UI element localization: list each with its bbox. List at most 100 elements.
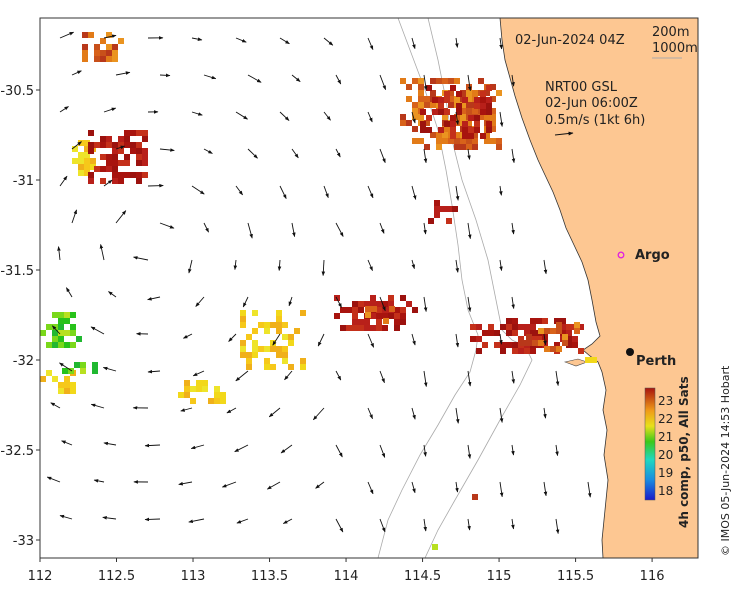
current-arrow xyxy=(411,259,416,270)
current-arrow xyxy=(455,111,460,126)
current-arrow xyxy=(499,481,504,498)
perth-marker xyxy=(626,348,634,356)
current-arrow xyxy=(182,333,193,339)
current-arrow xyxy=(587,481,592,498)
current-arrow xyxy=(555,518,560,535)
current-arrow xyxy=(195,296,205,307)
x-tick-label: 112.5 xyxy=(98,569,135,584)
current-arrow xyxy=(379,222,385,234)
current-arrow xyxy=(555,444,559,457)
current-arrow xyxy=(335,444,343,458)
current-arrow xyxy=(235,111,248,120)
current-arrow xyxy=(423,296,428,312)
colorbar xyxy=(644,387,656,501)
current-arrow xyxy=(335,222,344,237)
current-arrow xyxy=(511,296,515,310)
current-arrow xyxy=(511,370,516,384)
current-arrow xyxy=(467,148,471,160)
current-arrow xyxy=(467,296,472,312)
x-tick-label: 114 xyxy=(334,569,359,584)
current-arrow xyxy=(499,407,504,423)
current-arrow xyxy=(367,37,374,51)
current-arrow xyxy=(543,333,547,346)
current-arrow xyxy=(543,407,547,419)
colorbar-tick-20: 20 xyxy=(658,448,673,462)
current-arrow xyxy=(499,259,503,272)
y-tick-label: -30.5 xyxy=(0,84,34,99)
current-arrow xyxy=(103,441,117,446)
current-arrow xyxy=(411,481,416,494)
current-arrow xyxy=(233,259,238,271)
current-arrow xyxy=(159,148,175,152)
current-arrow xyxy=(367,111,373,123)
y-tick-label: -32 xyxy=(13,354,34,369)
current-arrow xyxy=(367,333,375,348)
current-arrow xyxy=(367,259,373,272)
current-arrow xyxy=(46,476,61,483)
current-arrow xyxy=(411,407,416,420)
current-arrow xyxy=(159,73,171,78)
current-arrow xyxy=(144,443,161,448)
current-arrow xyxy=(282,518,293,524)
credit-text: © IMOS 05-Jun-2024 14:53 Hobart xyxy=(719,365,732,556)
current-arrow xyxy=(247,148,258,159)
colorbar-tick-18: 18 xyxy=(658,484,673,498)
current-arrow xyxy=(133,256,149,261)
current-arrow xyxy=(379,444,386,458)
isobath-label-1000: 1000m xyxy=(652,41,698,56)
y-tick-label: -32.5 xyxy=(0,444,34,459)
current-arrow xyxy=(51,325,61,335)
current-arrow xyxy=(50,402,61,409)
current-arrow xyxy=(102,516,117,520)
current-arrow xyxy=(335,74,342,85)
current-arrow xyxy=(423,74,428,91)
current-arrow xyxy=(284,370,293,381)
current-arrow xyxy=(411,111,416,124)
y-tick-label: -33 xyxy=(13,534,34,549)
current-arrow xyxy=(321,259,326,277)
date-label: 02-Jun-2024 04Z xyxy=(515,33,625,48)
current-arrow xyxy=(335,148,341,158)
current-arrow xyxy=(315,481,325,489)
current-arrow xyxy=(411,37,416,50)
current-arrow xyxy=(71,70,82,76)
current-arrow xyxy=(159,222,175,229)
current-arrow xyxy=(511,148,516,164)
coastline xyxy=(499,18,609,558)
current-arrow xyxy=(423,518,427,532)
current-arrow xyxy=(279,111,290,121)
current-arrow xyxy=(379,74,387,91)
x-tick-label: 115 xyxy=(487,569,512,584)
current-scale-arrow xyxy=(554,131,574,136)
current-arrow xyxy=(102,366,117,372)
current-arrow xyxy=(499,333,503,345)
current-arrow xyxy=(499,37,503,50)
plot-frame xyxy=(39,17,699,559)
current-arrow xyxy=(221,481,237,488)
x-tick-label: 113.5 xyxy=(251,569,288,584)
current-arrow xyxy=(192,370,205,377)
current-arrow xyxy=(467,222,472,240)
current-arrow xyxy=(467,74,472,92)
current-arrow xyxy=(115,145,126,150)
current-arrow xyxy=(188,518,205,524)
current-arrow xyxy=(367,481,374,495)
x-tick-label: 114.5 xyxy=(404,569,441,584)
current-arrow xyxy=(191,37,203,41)
current-arrow xyxy=(288,296,293,307)
current-arrow xyxy=(108,291,117,298)
current-arrow xyxy=(90,326,105,335)
current-arrow xyxy=(242,296,249,308)
current-arrow xyxy=(423,222,427,235)
colorbar-tick-19: 19 xyxy=(658,466,673,480)
current-title: NRT00 GSL xyxy=(545,80,618,95)
current-arrow xyxy=(99,244,105,261)
current-arrow xyxy=(555,370,560,386)
current-arrow xyxy=(335,518,344,533)
current-arrow xyxy=(455,185,460,201)
current-arrow xyxy=(543,259,548,275)
x-tick-label: 115.5 xyxy=(557,569,594,584)
perth-label: Perth xyxy=(636,354,676,369)
current-arrow xyxy=(190,444,205,450)
current-arrow xyxy=(59,106,69,113)
